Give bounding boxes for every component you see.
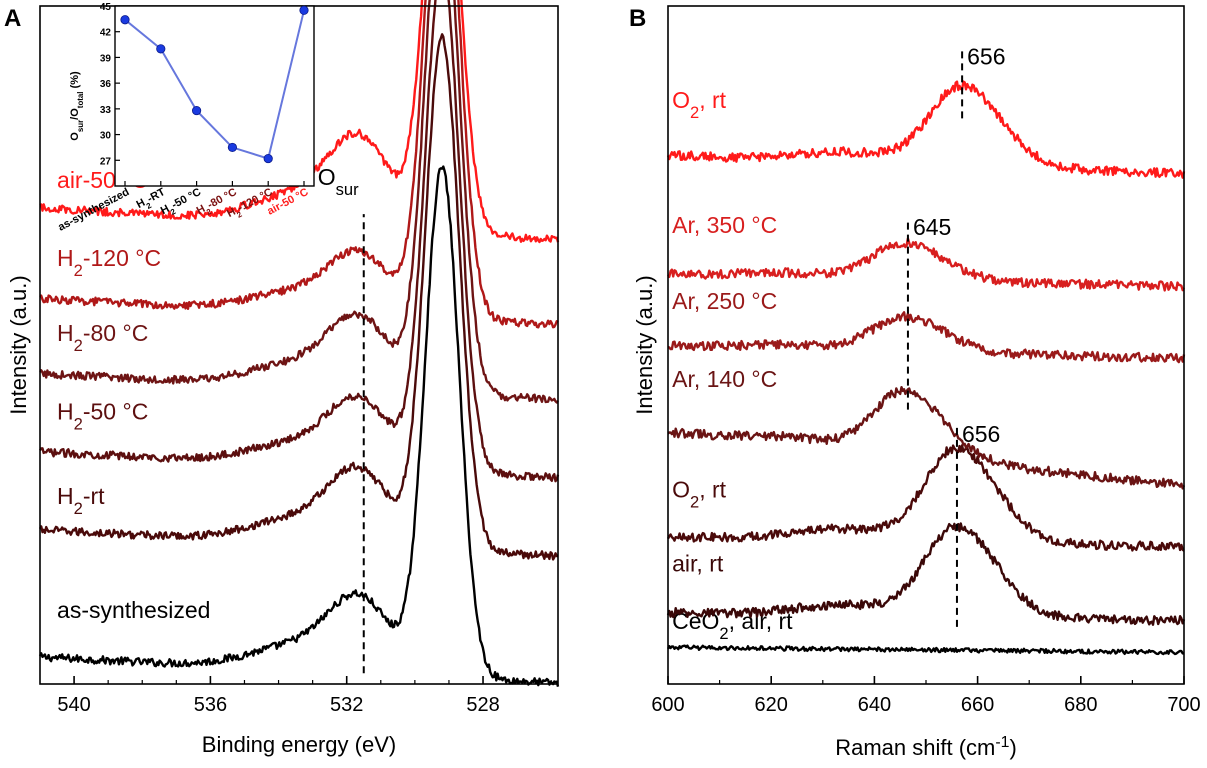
y-axis-title-b: Intensity (a.u.) bbox=[632, 275, 657, 414]
x-axis-title-a: Binding energy (eV) bbox=[202, 732, 396, 757]
y-axis-title-a: Intensity (a.u.) bbox=[6, 275, 31, 414]
panel-letter-a: A bbox=[4, 5, 21, 32]
peak-annotation-2: 645 bbox=[913, 214, 951, 240]
series-label-a-1: as-synthesized bbox=[57, 597, 210, 623]
series-line-b-1 bbox=[666, 644, 1185, 656]
inset-category-label-6: air-50 °C bbox=[265, 186, 310, 218]
series-label-a-4: H2-80 °C bbox=[57, 320, 148, 355]
plot-frame-b bbox=[667, 5, 1185, 685]
series-label-b-7: O2, rt bbox=[672, 87, 727, 122]
series-line-b-3 bbox=[666, 444, 1185, 552]
series-label-a-2: H2-rt bbox=[57, 483, 105, 518]
x-tick-label-a-1: 540 bbox=[57, 694, 90, 716]
series-line-b-5 bbox=[667, 311, 1186, 364]
inset-y-tick-label-6: 42 bbox=[100, 28, 112, 39]
inset-point-2 bbox=[156, 44, 166, 54]
x-tick-label-a-4: 528 bbox=[466, 694, 499, 716]
x-axis-title-b: Raman shift (cm-1) bbox=[835, 734, 1017, 761]
inset-y-tick-label-2: 30 bbox=[100, 131, 112, 142]
series-line-a-5 bbox=[39, 0, 559, 329]
x-tick-label-b-5: 680 bbox=[1064, 694, 1097, 716]
x-tick-label-b-2: 620 bbox=[755, 694, 788, 716]
x-tick-label-a-2: 536 bbox=[194, 694, 227, 716]
inset-point-5 bbox=[263, 153, 273, 164]
inset-y-tick-label-4: 36 bbox=[100, 79, 112, 90]
inset-y-tick-label-7: 45 bbox=[100, 2, 112, 13]
panel-letter-b: B bbox=[629, 5, 646, 32]
inset-point-3 bbox=[192, 105, 202, 116]
series-label-a-5: H2-120 °C bbox=[57, 245, 161, 280]
series-line-b-6 bbox=[666, 237, 1186, 292]
osur-annotation: Osur bbox=[318, 164, 359, 199]
series-label-b-6: Ar, 350 °C bbox=[672, 212, 777, 238]
series-label-b-3: O2, rt bbox=[672, 477, 727, 512]
panel-a: as-synthesized H2-rt H2-50 °C H2-80 °C H2-12… bbox=[4, 0, 560, 757]
series-label-a-3: H2-50 °C bbox=[57, 398, 148, 433]
inset-point-1 bbox=[120, 15, 130, 25]
series-line-b-7 bbox=[666, 80, 1186, 179]
series-line-a-3 bbox=[38, 0, 560, 483]
x-tick-label-b-6: 700 bbox=[1167, 694, 1200, 716]
inset-y-tick-label-1: 27 bbox=[100, 156, 112, 167]
inset-y-tick-label-3: 33 bbox=[100, 105, 112, 116]
inset-point-6 bbox=[299, 5, 309, 15]
series-line-b-4 bbox=[667, 386, 1186, 490]
series-line-a-4 bbox=[39, 0, 559, 404]
inset-line bbox=[124, 10, 305, 160]
series-line-a-2 bbox=[38, 33, 559, 561]
x-tick-label-b-1: 600 bbox=[651, 694, 684, 716]
inset-y-axis-title: Osur/Ototal (%) bbox=[69, 71, 85, 141]
peak-annotation-3: 656 bbox=[962, 421, 1000, 447]
series-label-b-2: air, rt bbox=[672, 551, 724, 577]
series-line-b-2 bbox=[666, 522, 1186, 626]
x-tick-label-b-3: 640 bbox=[858, 694, 891, 716]
peak-annotation-1: 656 bbox=[967, 44, 1005, 70]
series-line-a-1 bbox=[38, 165, 560, 687]
inset-frame bbox=[114, 5, 315, 187]
x-tick-label-b-4: 660 bbox=[961, 694, 994, 716]
x-tick-label-a-3: 532 bbox=[330, 694, 363, 716]
inset-y-tick-label-5: 39 bbox=[100, 53, 112, 64]
series-label-b-4: Ar, 140 °C bbox=[672, 366, 777, 392]
inset-point-4 bbox=[227, 142, 237, 153]
series-label-b-5: Ar, 250 °C bbox=[672, 288, 777, 314]
